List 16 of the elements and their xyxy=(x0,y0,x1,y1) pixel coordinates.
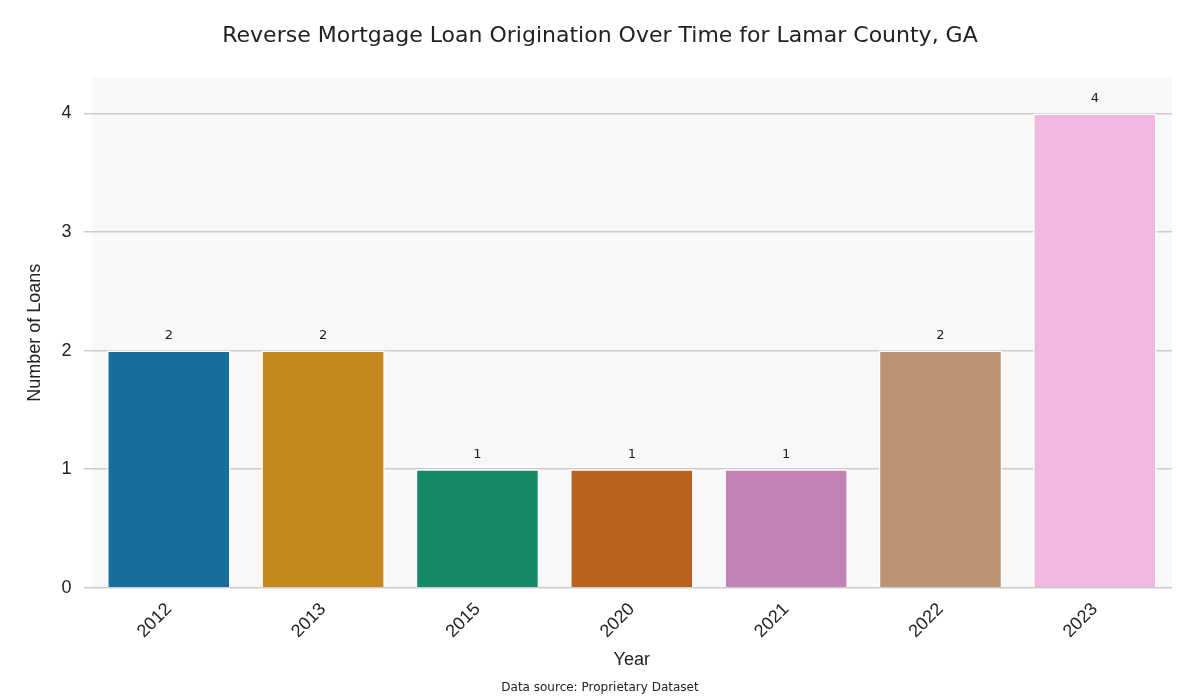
y-tick-label: 3 xyxy=(61,220,72,241)
x-axis-title: Year xyxy=(613,649,650,670)
y-tick-label: 0 xyxy=(61,576,72,597)
data-label: 1 xyxy=(782,446,791,462)
data-label: 2 xyxy=(936,327,945,343)
data-label: 1 xyxy=(473,446,482,462)
data-label: 1 xyxy=(627,446,636,462)
y-tick-label: 1 xyxy=(61,458,72,479)
source-note: Data source: Proprietary Dataset xyxy=(500,680,700,694)
data-label: 2 xyxy=(318,327,328,343)
y-tick-label: 4 xyxy=(61,102,72,123)
y-axis-title: Number of Loans xyxy=(23,263,44,402)
data-label: 4 xyxy=(1090,90,1099,106)
y-tick-label: 2 xyxy=(61,339,72,360)
chart-title: Reverse Mortgage Loan Origination Over Time for Lamar County, GA xyxy=(221,22,979,47)
data-label: 2 xyxy=(164,327,173,343)
